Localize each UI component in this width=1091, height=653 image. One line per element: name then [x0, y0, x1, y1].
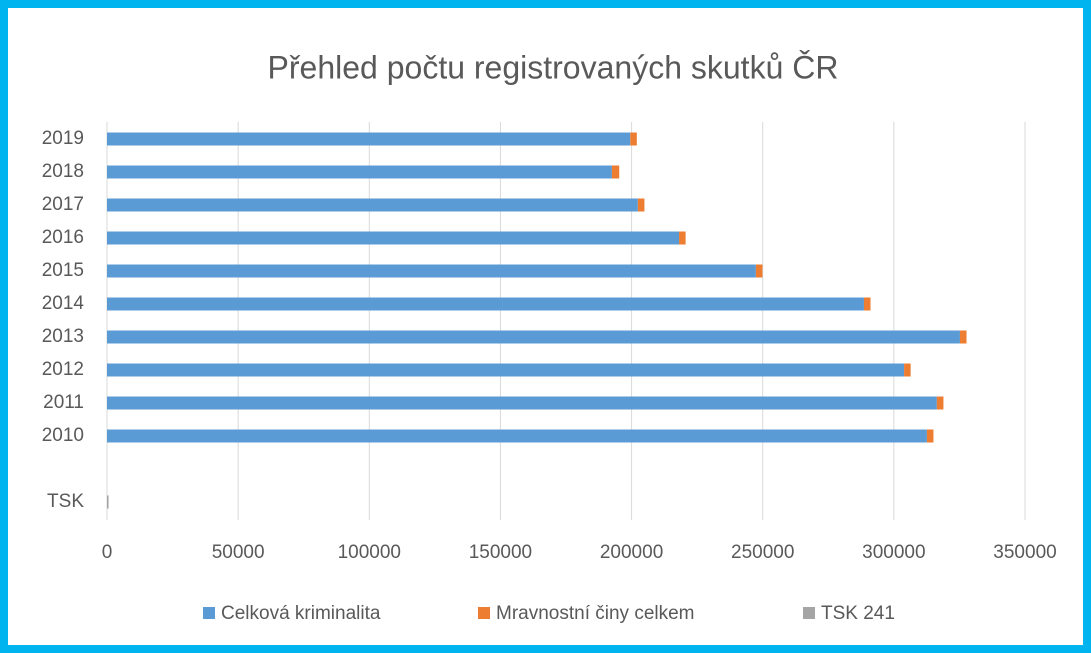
y-tick-label: TSK [47, 491, 84, 512]
x-tick-label: 250000 [731, 542, 794, 563]
bar [107, 198, 638, 212]
y-tick-label: 2017 [42, 194, 84, 215]
bar [679, 231, 686, 245]
bar [107, 132, 631, 146]
bar [863, 297, 871, 311]
y-tick-label: 2018 [42, 161, 84, 182]
bar [904, 363, 911, 377]
x-tick-label: 150000 [469, 542, 532, 563]
legend-label: TSK 241 [821, 603, 895, 624]
bar [107, 165, 612, 179]
bar [107, 231, 680, 245]
bar [959, 330, 967, 344]
x-tick-label: 200000 [600, 542, 663, 563]
bar [107, 264, 756, 278]
x-tick-label: 0 [102, 542, 113, 563]
y-tick-label: 2019 [42, 128, 84, 149]
x-tick-label: 350000 [993, 542, 1056, 563]
bar [637, 198, 645, 212]
y-tick-label: 2015 [42, 260, 84, 281]
bar [926, 429, 934, 443]
legend-label: Celková kriminalita [221, 603, 381, 624]
y-tick-label: 2016 [42, 227, 84, 248]
bar [107, 429, 927, 443]
y-tick-label: 2012 [42, 359, 84, 380]
y-tick-label: 2010 [42, 425, 84, 446]
x-tick-label: 50000 [212, 542, 265, 563]
bar [611, 165, 620, 179]
legend-label: Mravnostní činy celkem [496, 603, 695, 624]
chart: Přehled počtu registrovaných skutků ČR 0… [42, 49, 1057, 624]
legend-swatch [203, 607, 215, 619]
chart-title: Přehled počtu registrovaných skutků ČR [268, 49, 839, 85]
y-tick-label: 2011 [43, 392, 84, 413]
bar [107, 495, 109, 509]
bar [107, 396, 937, 410]
y-tick-label: 2014 [42, 293, 85, 314]
y-tick-label: 2013 [42, 326, 84, 347]
bar [107, 363, 905, 377]
bar [755, 264, 763, 278]
bar [107, 297, 864, 311]
legend-swatch [803, 607, 815, 619]
bar [936, 396, 944, 410]
x-tick-label: 100000 [338, 542, 401, 563]
x-tick-label: 300000 [862, 542, 925, 563]
bar [630, 132, 637, 146]
legend-swatch [478, 607, 490, 619]
bar [107, 330, 960, 344]
